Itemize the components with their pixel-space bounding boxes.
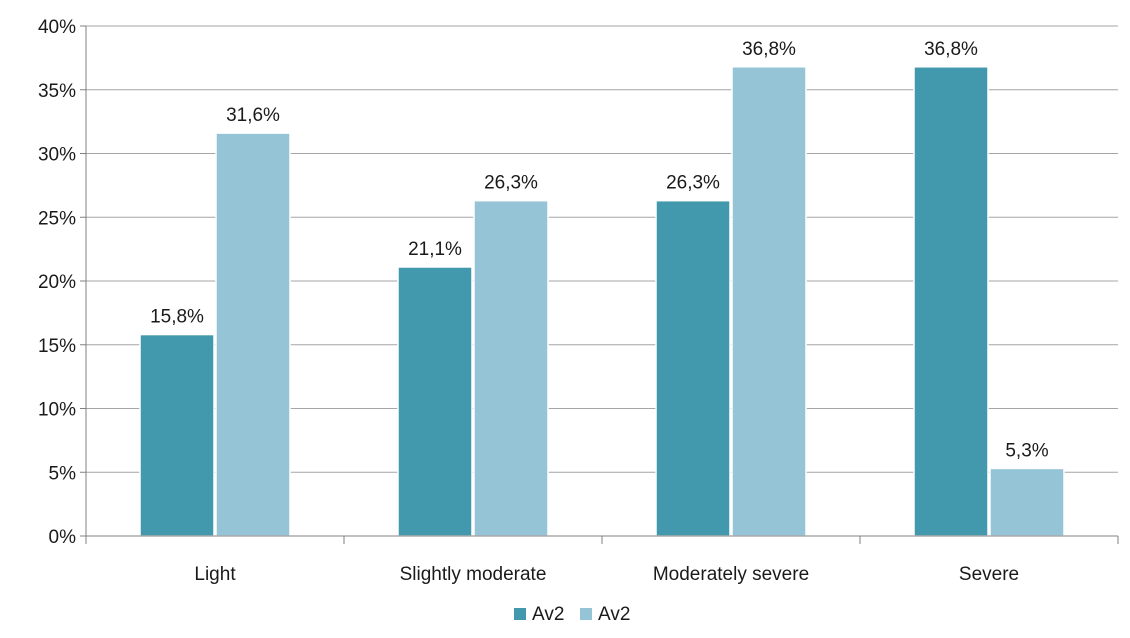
bars — [139, 66, 1065, 537]
data-labels: 15,8% 31,6% 21,1% 26,3% 26,3% 36,8% 36,8% 5,3% — [150, 39, 1049, 462]
data-label: 15,8% — [150, 307, 204, 328]
y-tick-label: 10% — [38, 400, 76, 421]
x-axis-category-labels: Light Slightly moderate Moderately severe S… — [194, 564, 1019, 585]
bar-series-2 — [989, 467, 1065, 537]
y-tick-label: 5% — [49, 463, 77, 484]
axes — [80, 25, 1119, 544]
bar-series-1 — [397, 266, 473, 537]
data-label: 26,3% — [666, 173, 720, 194]
y-tick-label: 35% — [38, 81, 76, 102]
category-label: Slightly moderate — [400, 564, 547, 585]
bar-series-2 — [473, 199, 549, 537]
y-tick-label: 0% — [49, 527, 77, 548]
legend-swatch — [514, 608, 526, 620]
legend: Av2 Av2 — [514, 604, 630, 625]
legend-label: Av2 — [598, 604, 630, 625]
category-label: Moderately severe — [653, 564, 809, 585]
data-label: 31,6% — [226, 105, 280, 126]
bar-series-1 — [139, 333, 215, 537]
bar-series-1 — [913, 66, 989, 537]
bar-series-2 — [731, 66, 807, 537]
y-tick-label: 25% — [38, 208, 76, 229]
bar-series-2 — [215, 132, 291, 537]
data-label: 21,1% — [408, 239, 462, 260]
y-axis-tick-labels: 0% 5% 10% 15% 20% 25% 30% 35% 40% — [38, 17, 76, 548]
data-label: 36,8% — [924, 39, 978, 60]
legend-label: Av2 — [532, 604, 564, 625]
category-label: Light — [194, 564, 236, 585]
y-tick-label: 40% — [38, 17, 76, 38]
data-label: 36,8% — [742, 39, 796, 60]
y-tick-label: 30% — [38, 145, 76, 166]
bar-series-1 — [655, 199, 731, 537]
legend-swatch — [580, 608, 592, 620]
data-label: 26,3% — [484, 173, 538, 194]
y-tick-label: 15% — [38, 336, 76, 357]
category-label: Severe — [959, 564, 1019, 585]
data-label: 5,3% — [1005, 440, 1048, 461]
y-tick-label: 20% — [38, 272, 76, 293]
